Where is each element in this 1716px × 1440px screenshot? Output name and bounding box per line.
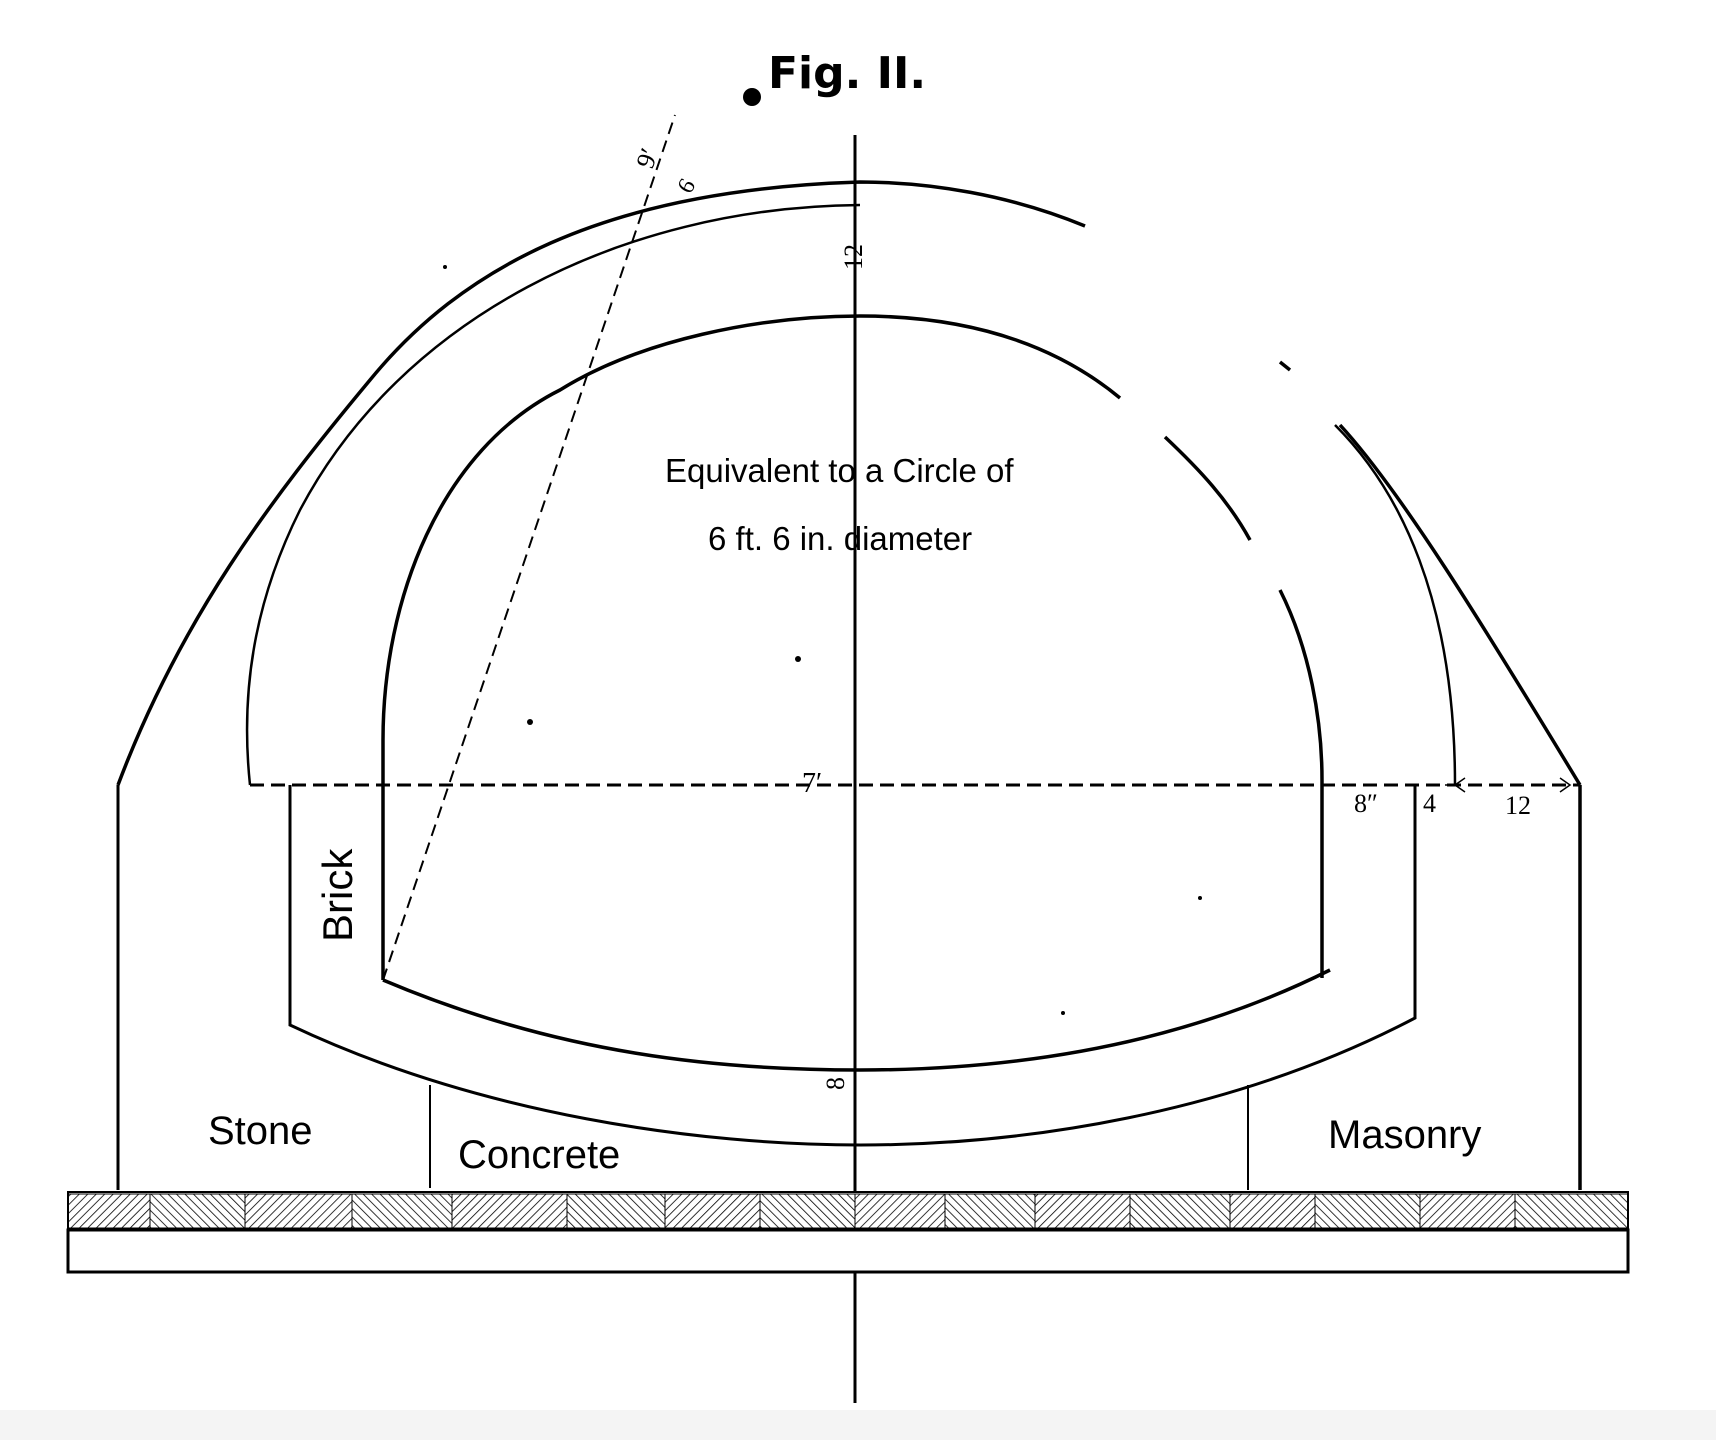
- foundation-block: [1229, 1193, 1316, 1229]
- brick-ring-outer: [288, 785, 1417, 1147]
- brick-outer-arch: [245, 203, 1457, 786]
- caption-line-1: Equivalent to a Circle of: [665, 452, 1014, 489]
- bottom-strip: [0, 1410, 1716, 1440]
- print-specks: [443, 265, 1202, 1015]
- foundation-block: [149, 1193, 246, 1229]
- invert-inner: [382, 968, 1331, 1072]
- foundation-block: [351, 1193, 453, 1229]
- radius-dashed-line: [382, 114, 676, 981]
- caption-line-2: 6 ft. 6 in. diameter: [708, 520, 972, 557]
- title-dot: [743, 88, 761, 106]
- foundation-block: [664, 1193, 761, 1229]
- dim-span: 7′: [802, 768, 822, 799]
- label-masonry: Masonry: [1328, 1113, 1481, 1157]
- dim-invert: 8: [821, 1077, 850, 1090]
- foundation-block: [854, 1193, 946, 1229]
- figure-title: Fig. II.: [768, 48, 926, 99]
- dim-radius-inner: 6: [673, 175, 702, 198]
- dim-radius: 9′: [630, 145, 664, 172]
- foundation-block: [244, 1193, 353, 1229]
- dim-masonry-thickness: 12: [1505, 791, 1531, 820]
- foundation-block: [1034, 1193, 1131, 1229]
- inner-intrados-arch: [381, 314, 1324, 980]
- foundation-block: [1129, 1193, 1231, 1229]
- foundation-block: [759, 1193, 856, 1229]
- dim-brick-thickness: 8″: [1354, 789, 1378, 818]
- foundation-block: [67, 1193, 151, 1229]
- dim-gap: 4: [1423, 789, 1436, 818]
- foundation-plank: [66, 1228, 1630, 1274]
- dim-crown-height: 12: [839, 244, 868, 270]
- label-brick: Brick: [314, 848, 361, 942]
- label-stone: Stone: [208, 1109, 313, 1153]
- dimension-arrow-masonry: [1559, 777, 1572, 793]
- foundation-timber-band: [66, 1191, 1630, 1274]
- dimension-arrow-gap: [1445, 777, 1466, 793]
- foundation-block: [566, 1193, 666, 1229]
- foundation-block: [1419, 1193, 1516, 1229]
- foundation-block: [451, 1193, 568, 1229]
- foundation-block: [1314, 1193, 1421, 1229]
- label-concrete: Concrete: [458, 1133, 620, 1177]
- foundation-block: [1514, 1193, 1629, 1229]
- foundation-block: [944, 1193, 1036, 1229]
- outer-masonry-arch: [116, 180, 1582, 786]
